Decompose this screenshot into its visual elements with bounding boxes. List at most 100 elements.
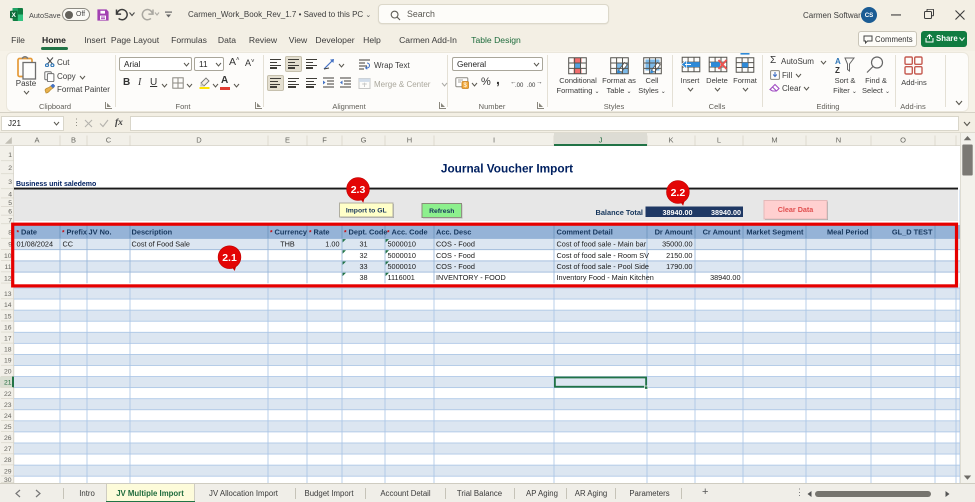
svg-text:1.00: 1.00: [325, 240, 339, 249]
svg-text:.00: .00: [527, 83, 536, 89]
svg-text:22: 22: [4, 391, 12, 398]
svg-text:C: C: [106, 136, 112, 145]
svg-text:COS - Food: COS - Food: [436, 240, 475, 249]
svg-text:*: *: [387, 229, 390, 236]
svg-text:*: *: [270, 229, 273, 236]
svg-text:1116001: 1116001: [388, 273, 415, 282]
svg-text:Description: Description: [132, 227, 173, 236]
svg-text:JV No.: JV No.: [89, 227, 112, 236]
svg-text:A: A: [835, 57, 841, 66]
svg-text:Inventory Food - Main Kitchen: Inventory Food - Main Kitchen: [557, 273, 654, 282]
svg-text:Clear Data: Clear Data: [778, 205, 815, 214]
svg-text:6: 6: [8, 209, 12, 216]
svg-text:15: 15: [4, 313, 12, 320]
svg-text:27: 27: [4, 446, 12, 453]
svg-text:2.3: 2.3: [351, 184, 366, 196]
svg-text:7: 7: [8, 217, 12, 224]
svg-text:5000010: 5000010: [388, 240, 416, 249]
svg-text:*: *: [17, 229, 20, 236]
svg-text:Journal Voucher Import: Journal Voucher Import: [441, 162, 573, 176]
svg-text:A: A: [34, 136, 39, 145]
svg-text:Market Segment: Market Segment: [746, 227, 804, 236]
svg-text:Comment Detail: Comment Detail: [557, 227, 613, 236]
svg-text:33: 33: [359, 262, 367, 271]
svg-text:2: 2: [8, 165, 12, 172]
svg-text:17: 17: [4, 335, 12, 342]
svg-text:Cost of Food Sale: Cost of Food Sale: [132, 240, 190, 249]
svg-text:01/08/2024: 01/08/2024: [17, 240, 54, 249]
svg-text:38940.00: 38940.00: [663, 208, 693, 217]
svg-text:INVENTORY - FOOD: INVENTORY - FOOD: [436, 273, 506, 282]
svg-text:23: 23: [4, 402, 12, 409]
svg-text:19: 19: [4, 358, 12, 365]
svg-text:X: X: [11, 12, 16, 19]
svg-text:Cr Amount: Cr Amount: [703, 227, 741, 236]
svg-text:I: I: [493, 136, 495, 145]
svg-text:Cost of food sale - Room SV: Cost of food sale - Room SV: [557, 251, 650, 260]
svg-text:E: E: [285, 136, 290, 145]
svg-text:*: *: [344, 229, 347, 236]
svg-text:21: 21: [4, 380, 12, 387]
svg-text:4: 4: [8, 191, 12, 198]
svg-text:12: 12: [4, 275, 12, 282]
svg-text:31: 31: [359, 240, 367, 249]
svg-text:H: H: [407, 136, 412, 145]
svg-text:F: F: [322, 136, 327, 145]
svg-text:*: *: [309, 229, 312, 236]
svg-text:Currency: Currency: [275, 227, 308, 236]
svg-text:Meal Period: Meal Period: [827, 227, 869, 236]
svg-text:30: 30: [4, 477, 12, 483]
svg-text:←: ←: [510, 79, 517, 86]
svg-text:25: 25: [4, 424, 12, 431]
svg-text:2.2: 2.2: [671, 187, 686, 199]
svg-text:$: $: [464, 83, 468, 89]
svg-text:D: D: [196, 136, 202, 145]
svg-text:29: 29: [4, 468, 12, 475]
svg-text:B: B: [71, 136, 76, 145]
svg-text:2.1: 2.1: [222, 252, 237, 264]
svg-text:COS - Food: COS - Food: [436, 262, 475, 271]
svg-text:→: →: [536, 79, 542, 86]
svg-text:Business unit: Business unit: [16, 181, 63, 188]
svg-text:M: M: [771, 136, 777, 145]
svg-text:13: 13: [4, 291, 12, 298]
svg-text:Import to GL: Import to GL: [346, 207, 387, 214]
svg-text:5: 5: [8, 200, 12, 207]
svg-text:26: 26: [4, 435, 12, 442]
svg-text:1790.00: 1790.00: [666, 262, 692, 271]
svg-text:G: G: [361, 136, 367, 145]
svg-text:14: 14: [4, 302, 12, 309]
svg-text:Balance Total: Balance Total: [595, 208, 643, 217]
svg-text:9: 9: [8, 242, 12, 249]
svg-text:Z: Z: [835, 66, 840, 74]
svg-text:3: 3: [8, 179, 12, 186]
svg-text:Date: Date: [21, 227, 37, 236]
svg-text:8: 8: [8, 229, 12, 236]
svg-text:CC: CC: [63, 240, 74, 249]
svg-text:THB: THB: [280, 240, 295, 249]
svg-text:Dept. Code: Dept. Code: [349, 227, 388, 236]
svg-text:Cost of food sale - Main bar: Cost of food sale - Main bar: [557, 240, 647, 249]
svg-text:38: 38: [359, 273, 367, 282]
svg-text:Prefix: Prefix: [67, 227, 88, 236]
svg-text:Acc. Desc: Acc. Desc: [436, 227, 471, 236]
svg-text:L: L: [717, 136, 721, 145]
svg-text:N: N: [836, 136, 841, 145]
svg-text:1: 1: [8, 152, 12, 159]
svg-text:32: 32: [359, 251, 367, 260]
svg-text:11: 11: [4, 264, 11, 271]
svg-text:10: 10: [4, 253, 12, 260]
svg-text:J: J: [599, 136, 603, 145]
svg-text:16: 16: [4, 324, 12, 331]
svg-text:Dr Amount: Dr Amount: [655, 227, 693, 236]
svg-text:24: 24: [4, 413, 12, 420]
svg-text:K: K: [668, 136, 673, 145]
svg-text:O: O: [900, 136, 906, 145]
svg-text:GL_D TEST: GL_D TEST: [892, 227, 933, 236]
svg-text:Cost of food sale - Pool Side: Cost of food sale - Pool Side: [557, 262, 649, 271]
svg-text:COS - Food: COS - Food: [436, 251, 475, 260]
svg-text:38940.00: 38940.00: [710, 273, 740, 282]
svg-text:38940.00: 38940.00: [711, 208, 741, 217]
svg-text:35000.00: 35000.00: [662, 240, 692, 249]
svg-text:.00: .00: [515, 83, 524, 89]
